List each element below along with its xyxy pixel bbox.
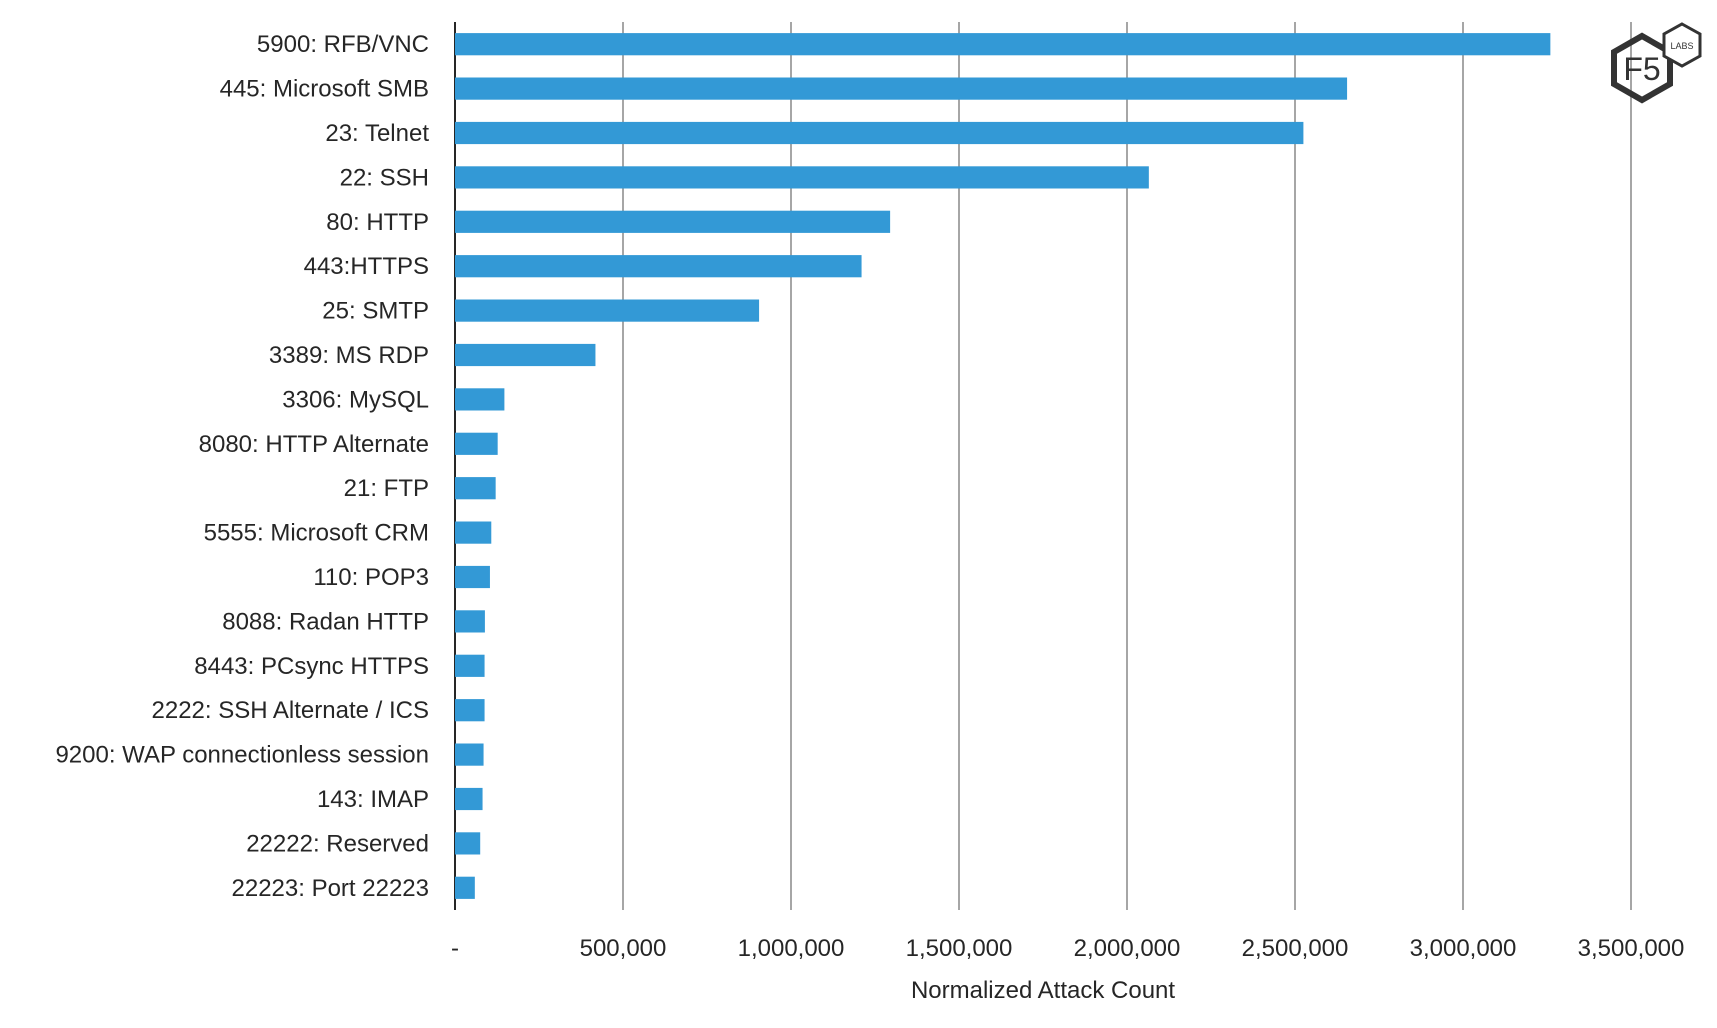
- category-label: 8443: PCsync HTTPS: [194, 653, 429, 680]
- x-tick-label: 2,000,000: [1074, 935, 1181, 962]
- bar: [455, 743, 484, 766]
- category-label: 22223: Port 22223: [232, 875, 430, 902]
- bar: [455, 121, 1304, 145]
- bar: [455, 33, 1551, 56]
- bar: [455, 255, 862, 278]
- x-tick-label: 500,000: [580, 935, 667, 962]
- bar: [455, 832, 481, 855]
- x-tick-label: 3,500,000: [1578, 935, 1685, 962]
- category-label: 5555: Microsoft CRM: [204, 520, 429, 547]
- f5-labs-logo: F5 LABS: [1611, 22, 1702, 104]
- category-label: 21: FTP: [344, 475, 429, 502]
- category-label: 80: HTTP: [326, 209, 429, 236]
- x-tick-label: 1,500,000: [906, 935, 1013, 962]
- x-axis-label: Normalized Attack Count: [911, 977, 1175, 1004]
- bar: [455, 699, 485, 722]
- bar: [455, 343, 596, 367]
- x-tick-label: 1,000,000: [738, 935, 845, 962]
- bar: [455, 77, 1348, 100]
- category-label: 3389: MS RDP: [269, 342, 429, 369]
- category-label: 22222: Reserved: [246, 830, 429, 857]
- svg-text:LABS: LABS: [1670, 41, 1693, 51]
- category-label: 2222: SSH Alternate / ICS: [152, 697, 430, 724]
- category-label: 9200: WAP connectionless session: [55, 742, 429, 769]
- category-label: 23: Telnet: [325, 120, 429, 147]
- category-label: 3306: MySQL: [282, 386, 429, 413]
- x-tick-label: 2,500,000: [1242, 935, 1349, 962]
- category-label: 143: IMAP: [317, 786, 429, 813]
- category-label: 8088: Radan HTTP: [222, 608, 429, 635]
- bar: [455, 299, 760, 322]
- bar: [455, 521, 492, 544]
- bar: [455, 565, 490, 589]
- x-tick-label: -: [451, 935, 459, 962]
- category-label: 443:HTTPS: [304, 253, 429, 280]
- bar: [455, 388, 505, 411]
- bar: [455, 477, 496, 500]
- category-label: 5900: RFB/VNC: [257, 31, 429, 58]
- category-label: 22: SSH: [340, 164, 429, 191]
- bar: [455, 787, 483, 811]
- bar: [455, 654, 485, 677]
- bar: [455, 166, 1149, 189]
- category-label: 8080: HTTP Alternate: [199, 431, 429, 458]
- bar: [455, 432, 498, 455]
- category-label: 25: SMTP: [322, 298, 429, 325]
- bar: [455, 876, 475, 899]
- svg-text:F5: F5: [1623, 51, 1660, 87]
- bar: [455, 610, 485, 633]
- category-label: 445: Microsoft SMB: [220, 76, 429, 103]
- x-tick-label: 3,000,000: [1410, 935, 1517, 962]
- category-label: 110: POP3: [313, 564, 429, 591]
- bar: [455, 210, 891, 233]
